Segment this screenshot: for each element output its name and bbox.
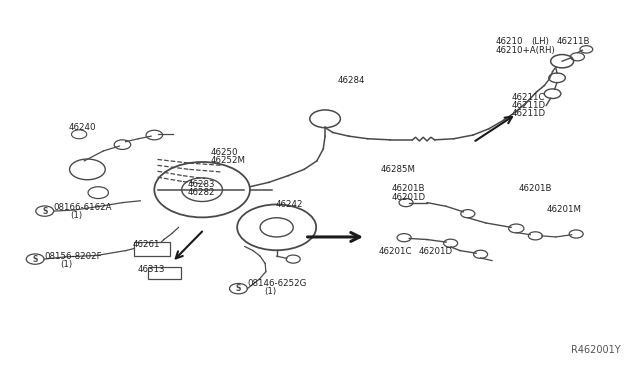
Text: (LH): (LH) — [532, 37, 549, 46]
Text: 46242: 46242 — [275, 200, 303, 209]
Text: 46240: 46240 — [68, 123, 96, 132]
Text: 46210: 46210 — [495, 37, 523, 46]
Text: 46201D: 46201D — [392, 193, 426, 202]
Text: 46285M: 46285M — [381, 165, 415, 174]
Text: 46211C: 46211C — [511, 93, 545, 102]
Text: 46211D: 46211D — [511, 101, 545, 110]
Text: S: S — [42, 206, 47, 216]
Text: R462001Y: R462001Y — [571, 345, 621, 355]
Text: 46210+A(RH): 46210+A(RH) — [495, 46, 555, 55]
Text: (1): (1) — [264, 288, 276, 296]
Text: 46211D: 46211D — [511, 109, 545, 118]
Text: S: S — [236, 284, 241, 293]
Text: 46201M: 46201M — [546, 205, 581, 215]
Text: 08146-6252G: 08146-6252G — [247, 279, 307, 288]
Text: 46250: 46250 — [211, 148, 238, 157]
Text: 46201C: 46201C — [379, 247, 412, 256]
Text: 46201B: 46201B — [392, 185, 425, 193]
Text: 46313: 46313 — [138, 264, 165, 273]
Text: 46201B: 46201B — [519, 185, 552, 193]
Text: 46261: 46261 — [132, 240, 160, 249]
Text: 08156-8202F: 08156-8202F — [45, 251, 102, 261]
FancyBboxPatch shape — [148, 267, 181, 279]
Text: (1): (1) — [70, 211, 83, 220]
Text: 46211B: 46211B — [557, 37, 591, 46]
Text: 46283: 46283 — [188, 180, 215, 189]
Text: (1): (1) — [60, 260, 72, 269]
Text: 46282: 46282 — [188, 188, 215, 197]
Text: 46201D: 46201D — [419, 247, 453, 256]
Text: 08166-6162A: 08166-6162A — [54, 203, 112, 212]
Text: S: S — [33, 254, 38, 264]
Text: 46284: 46284 — [338, 76, 365, 85]
Text: 46252M: 46252M — [211, 155, 245, 165]
FancyBboxPatch shape — [134, 242, 170, 256]
